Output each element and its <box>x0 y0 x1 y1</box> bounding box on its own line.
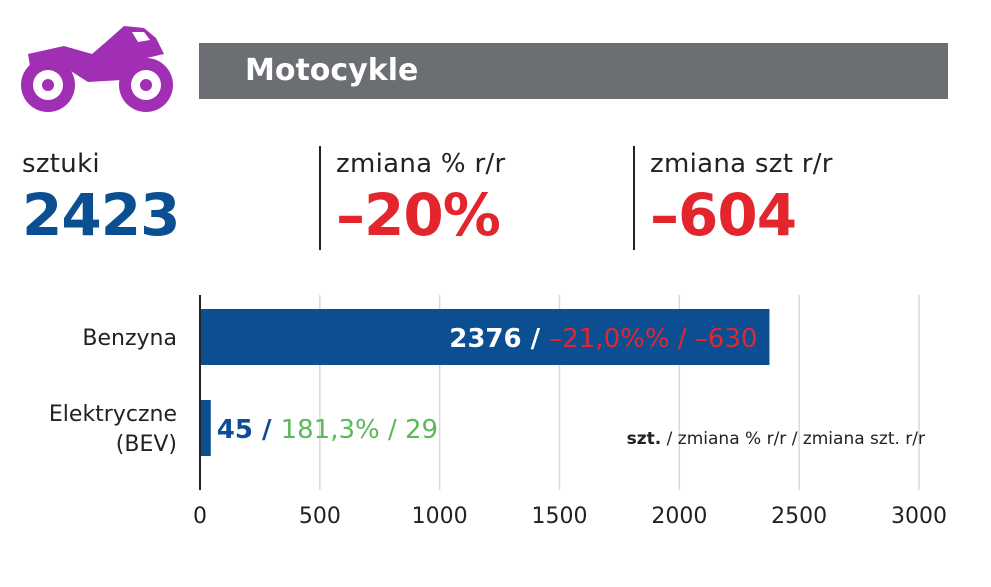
kpi-percent-change: zmiana % r/r –20% <box>336 145 506 250</box>
kpi-unit-change-label: zmiana szt r/r <box>650 149 833 179</box>
category-label: Elektryczne <box>49 402 177 427</box>
x-tick-label: 0 <box>193 504 207 529</box>
category-label: (BEV) <box>116 432 177 457</box>
data-label: 2376 / –21,0%% / –630 <box>449 324 757 354</box>
x-tick-label: 2000 <box>651 504 707 529</box>
x-tick-label: 1500 <box>532 504 588 529</box>
x-tick-label: 500 <box>299 504 341 529</box>
x-tick-label: 1000 <box>412 504 468 529</box>
bar <box>200 400 211 456</box>
kpi-unit-change: zmiana szt r/r –604 <box>650 145 833 250</box>
kpi-units: sztuki 2423 <box>22 145 180 250</box>
kpi-divider <box>633 146 635 250</box>
legend-note: szt. / zmiana % r/r / zmiana szt. r/r <box>627 429 925 449</box>
category-label: Benzyna <box>82 326 177 351</box>
kpi-unit-change-value: –604 <box>650 181 797 249</box>
kpi-units-label: sztuki <box>22 149 100 179</box>
kpi-divider <box>319 146 321 250</box>
bar <box>200 309 770 365</box>
kpi-percent-change-label: zmiana % r/r <box>336 149 506 179</box>
x-tick-label: 2500 <box>771 504 827 529</box>
kpi-percent-change-value: –20% <box>336 181 501 249</box>
data-label: 45 / 181,3% / 29 <box>217 415 438 445</box>
x-tick-label: 3000 <box>891 504 947 529</box>
motorcycle-icon <box>21 26 173 112</box>
page-title: Motocykle <box>199 43 948 99</box>
kpi-units-value: 2423 <box>22 181 180 249</box>
